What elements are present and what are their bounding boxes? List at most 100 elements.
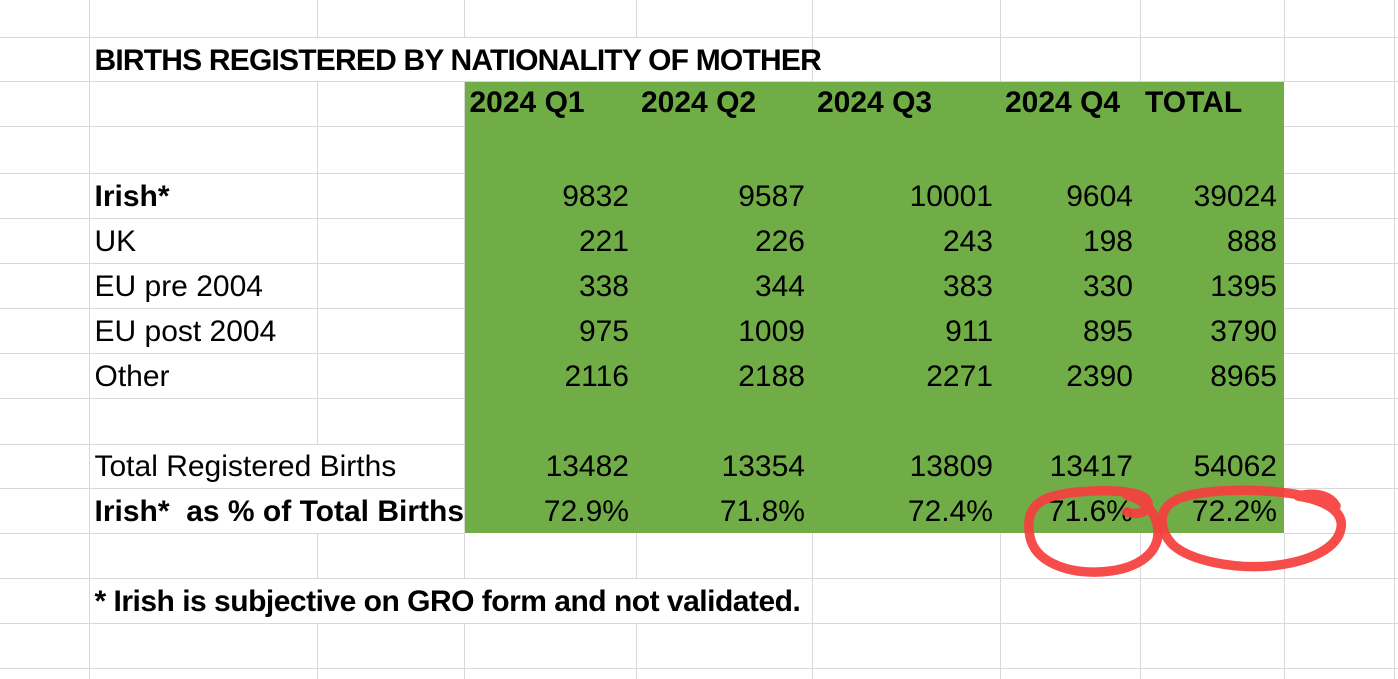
cell[interactable]	[0, 488, 90, 534]
cell[interactable]	[0, 444, 90, 489]
cell[interactable]	[1284, 263, 1395, 309]
cell[interactable]	[317, 308, 465, 354]
cell-uk-q3[interactable]: 243	[812, 218, 1000, 263]
cell[interactable]	[317, 668, 465, 679]
cell[interactable]	[0, 578, 90, 624]
cell-eupost-q4[interactable]: 895	[1000, 308, 1140, 353]
cell[interactable]	[1000, 533, 1141, 579]
row-label-eu-pre-2004[interactable]: EU pre 2004	[89, 263, 318, 309]
cell[interactable]	[1284, 444, 1395, 489]
cell[interactable]	[1140, 37, 1285, 82]
cell-totalbirths-q2[interactable]: 13354	[636, 444, 812, 488]
col-header-total[interactable]: TOTAL	[1140, 81, 1284, 126]
cell-other-q1[interactable]: 2116	[464, 353, 636, 398]
row-label-total-registered-births[interactable]: Total Registered Births	[89, 444, 465, 489]
cell-eupre-q2[interactable]: 344	[636, 263, 812, 308]
cell[interactable]	[89, 668, 318, 679]
cell-eupost-q3[interactable]: 911	[812, 308, 1000, 353]
cell-uk-q4[interactable]: 198	[1000, 218, 1140, 263]
cell-eupost-total[interactable]: 3790	[1140, 308, 1284, 353]
cell[interactable]	[317, 263, 465, 309]
cell[interactable]	[317, 0, 465, 38]
cell[interactable]	[1284, 353, 1395, 399]
cell[interactable]	[0, 37, 90, 82]
cell[interactable]	[1394, 218, 1398, 264]
cell[interactable]	[1284, 623, 1395, 669]
cell[interactable]	[0, 353, 90, 399]
cell[interactable]	[1284, 218, 1395, 264]
cell[interactable]	[812, 578, 1001, 624]
cell[interactable]	[0, 623, 90, 669]
cell[interactable]	[1394, 81, 1398, 127]
cell[interactable]	[1394, 263, 1398, 309]
cell-eupre-q3[interactable]: 383	[812, 263, 1000, 308]
cell-eupost-q2[interactable]: 1009	[636, 308, 812, 353]
cell[interactable]	[317, 126, 465, 174]
cell[interactable]	[1394, 444, 1398, 489]
row-label-irish[interactable]: Irish*	[89, 173, 318, 219]
cell[interactable]	[1284, 126, 1395, 174]
cell[interactable]	[317, 173, 465, 219]
highlight-band[interactable]	[464, 398, 1284, 444]
cell-totalbirths-q3[interactable]: 13809	[812, 444, 1000, 488]
cell-irish-q2[interactable]: 9587	[636, 173, 812, 218]
cell[interactable]	[464, 668, 637, 679]
cell[interactable]	[1000, 37, 1141, 82]
cell[interactable]	[89, 533, 318, 579]
cell[interactable]	[812, 623, 1001, 669]
col-header-2024-q2[interactable]: 2024 Q2	[636, 81, 812, 126]
cell[interactable]	[1284, 668, 1395, 679]
cell[interactable]	[1284, 578, 1395, 624]
cell-eupre-q1[interactable]: 338	[464, 263, 636, 308]
cell[interactable]	[317, 533, 465, 579]
col-header-2024-q4[interactable]: 2024 Q4	[1000, 81, 1140, 126]
row-label-other[interactable]: Other	[89, 353, 318, 399]
cell[interactable]	[1394, 623, 1398, 669]
cell[interactable]	[464, 623, 637, 669]
cell-other-q4[interactable]: 2390	[1000, 353, 1140, 398]
cell-uk-q1[interactable]: 221	[464, 218, 636, 263]
cell-uk-q2[interactable]: 226	[636, 218, 812, 263]
cell[interactable]	[636, 623, 813, 669]
cell[interactable]	[1140, 578, 1285, 624]
cell[interactable]	[0, 81, 90, 127]
highlight-band[interactable]	[464, 126, 1284, 173]
cell-totalbirths-total[interactable]: 54062	[1140, 444, 1284, 488]
col-header-2024-q1[interactable]: 2024 Q1	[464, 81, 636, 126]
cell[interactable]	[1284, 398, 1395, 445]
cell[interactable]	[0, 0, 90, 38]
cell[interactable]	[1284, 533, 1395, 579]
cell[interactable]	[464, 0, 637, 38]
cell[interactable]	[317, 353, 465, 399]
cell-eupre-total[interactable]: 1395	[1140, 263, 1284, 308]
cell[interactable]	[1000, 0, 1141, 38]
cell[interactable]	[636, 668, 813, 679]
cell-eupre-q4[interactable]: 330	[1000, 263, 1140, 308]
cell-eupost-q1[interactable]: 975	[464, 308, 636, 353]
cell[interactable]	[317, 218, 465, 264]
cell[interactable]	[89, 623, 318, 669]
cell-irish-q1[interactable]: 9832	[464, 173, 636, 218]
cell[interactable]	[1394, 488, 1398, 534]
col-header-2024-q3[interactable]: 2024 Q3	[812, 81, 1000, 126]
cell-other-total[interactable]: 8965	[1140, 353, 1284, 398]
cell[interactable]	[0, 308, 90, 354]
cell[interactable]	[317, 81, 465, 127]
cell[interactable]	[464, 533, 637, 579]
footnote[interactable]: * Irish is subjective on GRO form and no…	[89, 578, 813, 624]
cell[interactable]	[1284, 173, 1395, 219]
cell[interactable]	[1394, 398, 1398, 445]
cell[interactable]	[1284, 0, 1395, 38]
cell[interactable]	[0, 263, 90, 309]
cell[interactable]	[1394, 533, 1398, 579]
cell[interactable]	[812, 0, 1001, 38]
cell[interactable]	[1140, 533, 1285, 579]
cell-irishpct-q3[interactable]: 72.4%	[812, 488, 1000, 533]
cell[interactable]	[1394, 0, 1398, 38]
cell-irish-total[interactable]: 39024	[1140, 173, 1284, 218]
row-label-irish-percent[interactable]: Irish* as % of Total Births	[89, 488, 465, 534]
cell[interactable]	[636, 533, 813, 579]
cell-irishpct-total[interactable]: 72.2%	[1140, 488, 1284, 533]
cell[interactable]	[1140, 668, 1285, 679]
cell[interactable]	[0, 218, 90, 264]
